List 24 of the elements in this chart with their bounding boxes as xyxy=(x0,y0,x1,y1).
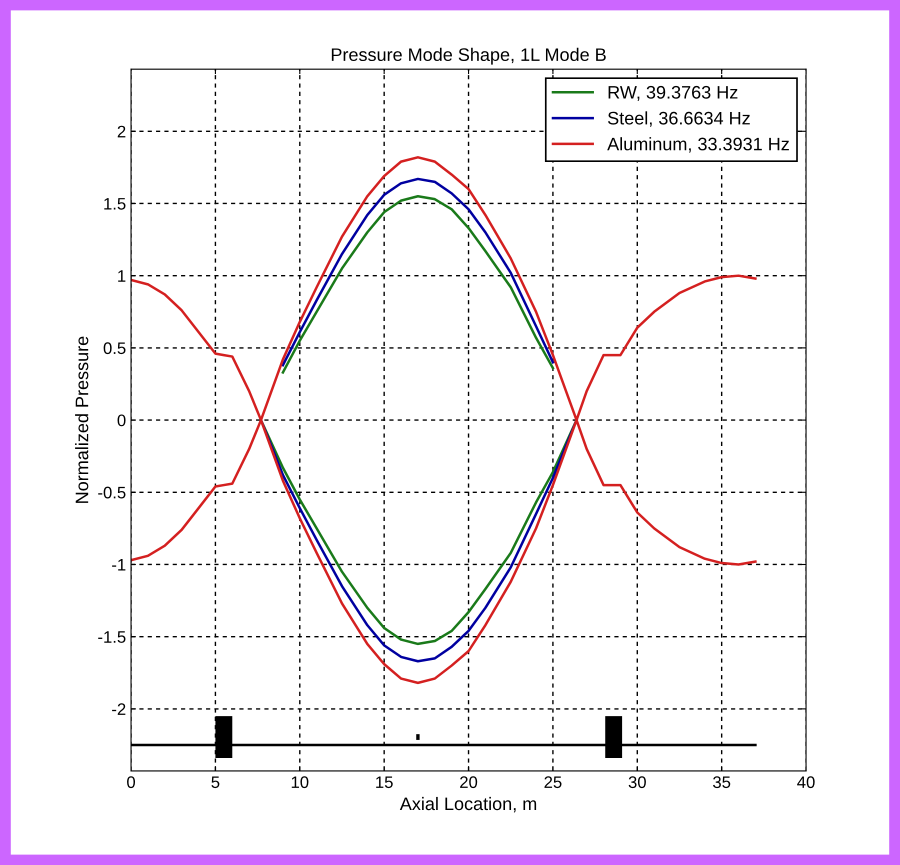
y-tick-label: -2 xyxy=(112,703,126,715)
x-tick-label: 10 xyxy=(292,776,308,788)
legend-label: Steel, 36.6634 Hz xyxy=(608,111,750,127)
legend-label: Aluminum, 33.3931 Hz xyxy=(607,137,789,153)
y-tick-label: -0.5 xyxy=(98,486,126,498)
y-tick-label: -1 xyxy=(112,559,126,571)
x-tick-label: 0 xyxy=(127,776,136,788)
y-tick-label: 2 xyxy=(118,126,126,138)
x-tick-label: 30 xyxy=(628,776,646,788)
x-tick-label: 15 xyxy=(376,776,393,788)
y-tick-label: 1.5 xyxy=(104,198,126,210)
chart-title: Pressure Mode Shape, 1L Mode B xyxy=(332,48,606,65)
y-tick-label: 0 xyxy=(118,414,126,426)
y-tick-label: 0.5 xyxy=(104,342,126,354)
x-tick-label: 5 xyxy=(211,776,220,788)
x-tick-label: 35 xyxy=(713,776,730,788)
y-tick-label: -1.5 xyxy=(98,631,126,643)
x-tick-label: 20 xyxy=(460,776,478,788)
x-tick-label: 25 xyxy=(544,776,562,788)
legend-label: RW, 39.3763 Hz xyxy=(608,86,738,101)
x-tick-label: 40 xyxy=(797,776,815,788)
y-axis-title: Normalized Pressure xyxy=(75,336,88,503)
x-axis-title: Axial Location, m xyxy=(400,796,536,812)
y-tick-label: 1 xyxy=(118,270,126,282)
